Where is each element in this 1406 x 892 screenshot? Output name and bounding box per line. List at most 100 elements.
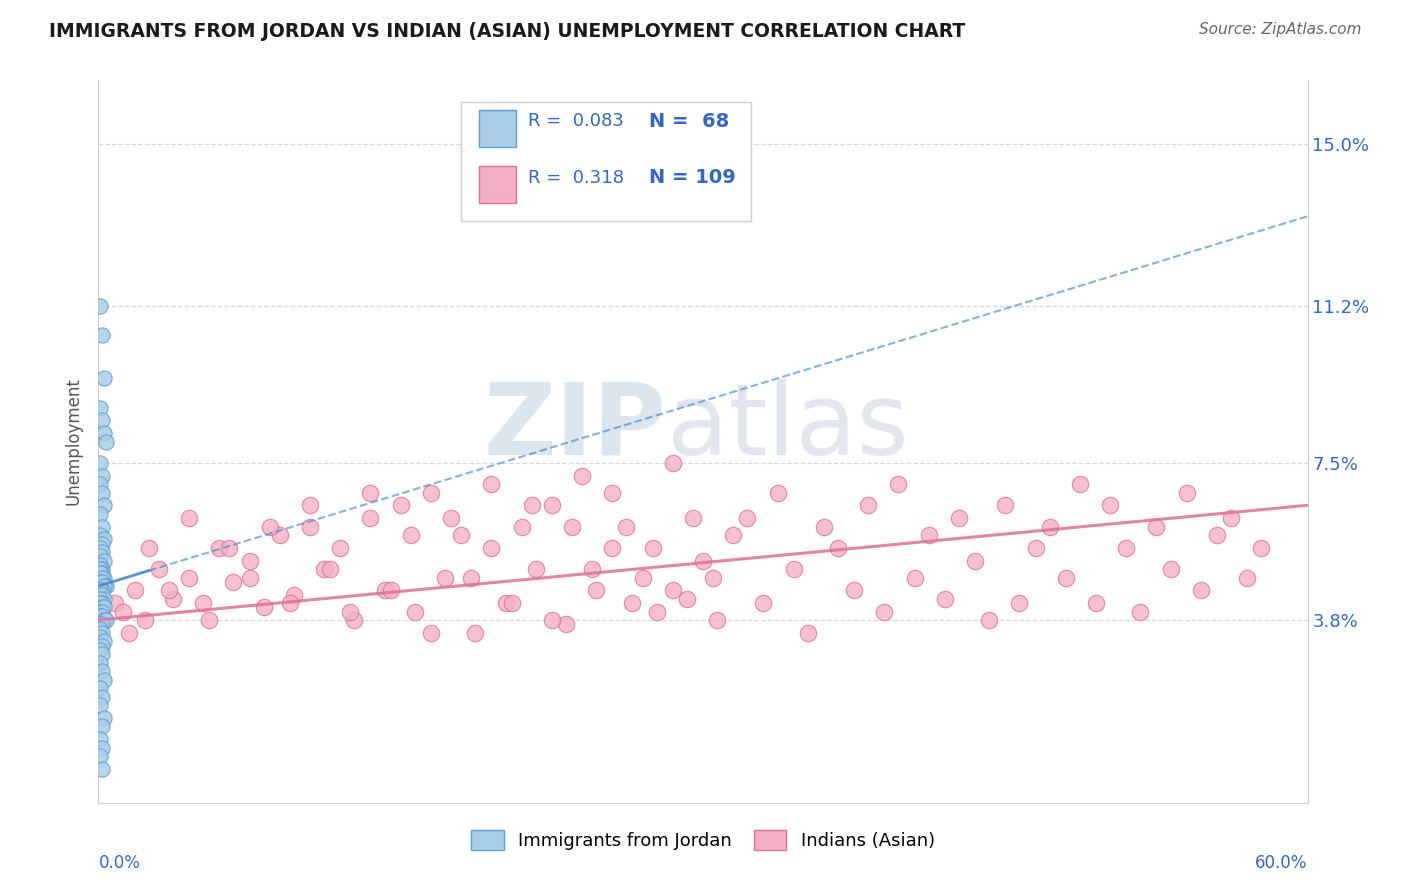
Text: Source: ZipAtlas.com: Source: ZipAtlas.com <box>1198 22 1361 37</box>
Point <box>374 583 396 598</box>
Point <box>1175 485 1198 500</box>
Point <box>1236 570 1258 584</box>
Point <box>450 528 472 542</box>
Point <box>218 541 240 555</box>
Text: N = 109: N = 109 <box>648 169 735 187</box>
Point <box>93 600 115 615</box>
Point <box>682 511 704 525</box>
Point <box>510 519 533 533</box>
Point <box>93 673 115 687</box>
Point <box>93 553 115 567</box>
Point <box>827 541 849 555</box>
Point <box>148 562 170 576</box>
Point <box>844 583 866 598</box>
Point <box>111 605 134 619</box>
Point <box>91 639 114 653</box>
Point <box>134 613 156 627</box>
Point <box>380 583 402 598</box>
Point <box>89 558 111 572</box>
Point <box>904 570 927 584</box>
Bar <box>479 166 516 203</box>
Point <box>93 498 115 512</box>
Point <box>93 533 115 547</box>
Point <box>157 583 180 598</box>
Point <box>360 511 382 525</box>
Legend: Immigrants from Jordan, Indians (Asian): Immigrants from Jordan, Indians (Asian) <box>465 824 941 855</box>
Text: 0.0%: 0.0% <box>98 854 141 871</box>
Point <box>253 600 276 615</box>
Point <box>91 485 114 500</box>
Point <box>464 625 486 640</box>
Text: IMMIGRANTS FROM JORDAN VS INDIAN (ASIAN) UNEMPLOYMENT CORRELATION CHART: IMMIGRANTS FROM JORDAN VS INDIAN (ASIAN)… <box>49 22 966 41</box>
Point <box>89 749 111 764</box>
Point <box>481 541 503 555</box>
Point <box>138 541 160 555</box>
Point <box>1146 519 1168 533</box>
Point <box>602 485 624 500</box>
Point <box>994 498 1017 512</box>
Point <box>91 545 114 559</box>
Point <box>91 600 114 615</box>
Point <box>96 579 118 593</box>
Point <box>93 425 115 440</box>
Point <box>581 562 603 576</box>
Point <box>91 664 114 678</box>
Point <box>481 477 503 491</box>
Point <box>89 583 111 598</box>
Point <box>162 591 184 606</box>
Point <box>858 498 880 512</box>
Point <box>179 511 201 525</box>
Point <box>91 625 114 640</box>
Point <box>179 570 201 584</box>
Point <box>89 574 111 589</box>
Point <box>193 596 215 610</box>
Point <box>706 613 728 627</box>
Point <box>934 591 956 606</box>
Point <box>737 511 759 525</box>
Point <box>91 588 114 602</box>
Text: ZIP: ZIP <box>484 378 666 475</box>
Point <box>89 562 111 576</box>
Point <box>93 579 115 593</box>
Point <box>420 485 443 500</box>
FancyBboxPatch shape <box>461 102 751 221</box>
Point <box>329 541 352 555</box>
Point <box>93 371 115 385</box>
Point <box>96 434 118 449</box>
Point <box>440 511 463 525</box>
Point <box>91 762 114 776</box>
Point <box>319 562 342 576</box>
Point <box>239 570 262 584</box>
Point <box>283 588 305 602</box>
Point <box>208 541 231 555</box>
Point <box>702 570 724 584</box>
Text: 60.0%: 60.0% <box>1256 854 1308 871</box>
Point <box>1250 541 1272 555</box>
Point <box>314 562 336 576</box>
Point <box>661 583 683 598</box>
Point <box>766 485 789 500</box>
Point <box>299 498 322 512</box>
Point <box>93 613 115 627</box>
Point <box>91 647 114 661</box>
Point <box>585 583 607 598</box>
Point <box>89 566 111 581</box>
Point <box>661 456 683 470</box>
Point <box>460 570 482 584</box>
Point <box>1099 498 1122 512</box>
Point <box>1220 511 1243 525</box>
Point <box>239 553 262 567</box>
Point <box>89 507 111 521</box>
Point <box>89 617 111 632</box>
Point <box>91 583 114 598</box>
Point <box>1085 596 1108 610</box>
Point <box>269 528 291 542</box>
Point <box>1189 583 1212 598</box>
Point <box>616 519 638 533</box>
Text: R =  0.083: R = 0.083 <box>527 112 623 130</box>
Point <box>89 401 111 415</box>
Point <box>360 485 382 500</box>
Text: atlas: atlas <box>666 378 908 475</box>
Point <box>91 719 114 733</box>
Point <box>93 591 115 606</box>
